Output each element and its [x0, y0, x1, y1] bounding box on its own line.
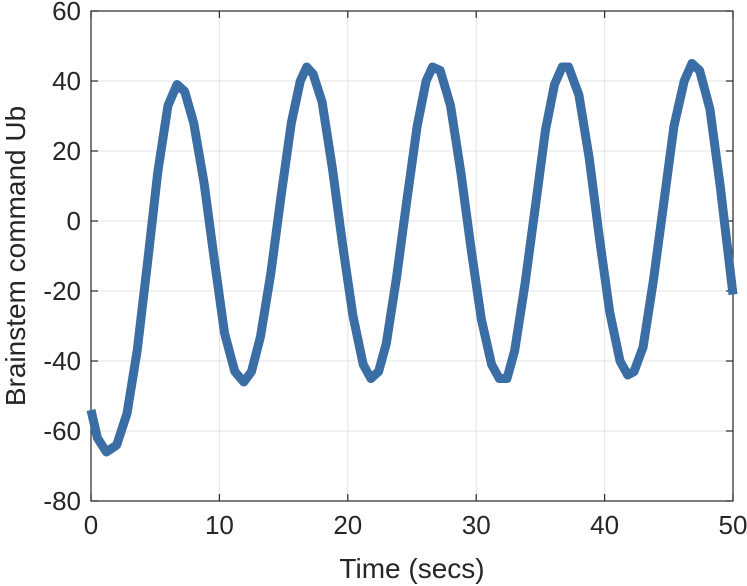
y-tick-label: -80 [43, 486, 81, 516]
grid-lines [90, 10, 734, 502]
x-axis-ticks: 0 10 20 30 40 50 [84, 11, 747, 540]
series-line [86, 59, 738, 457]
y-tick-label: 20 [52, 136, 81, 166]
y-tick-label: 40 [52, 66, 81, 96]
y-tick-label: -40 [43, 346, 81, 376]
y-axis-label: Brainstem command Ub [0, 106, 31, 406]
x-tick-label: 40 [590, 510, 619, 540]
x-tick-label: 0 [84, 510, 98, 540]
x-axis-label: Time (secs) [339, 553, 484, 584]
x-tick-label: 50 [719, 510, 747, 540]
y-tick-label: 0 [67, 206, 81, 236]
y-tick-label: 60 [52, 0, 81, 26]
x-tick-label: 30 [462, 510, 491, 540]
x-tick-label: 10 [205, 510, 234, 540]
plot-frame [90, 10, 734, 502]
y-tick-label: -60 [43, 416, 81, 446]
y-tick-label: -20 [43, 276, 81, 306]
x-tick-label: 20 [333, 510, 362, 540]
y-axis-ticks: -80 -60 -40 -20 0 20 40 60 [43, 0, 733, 516]
